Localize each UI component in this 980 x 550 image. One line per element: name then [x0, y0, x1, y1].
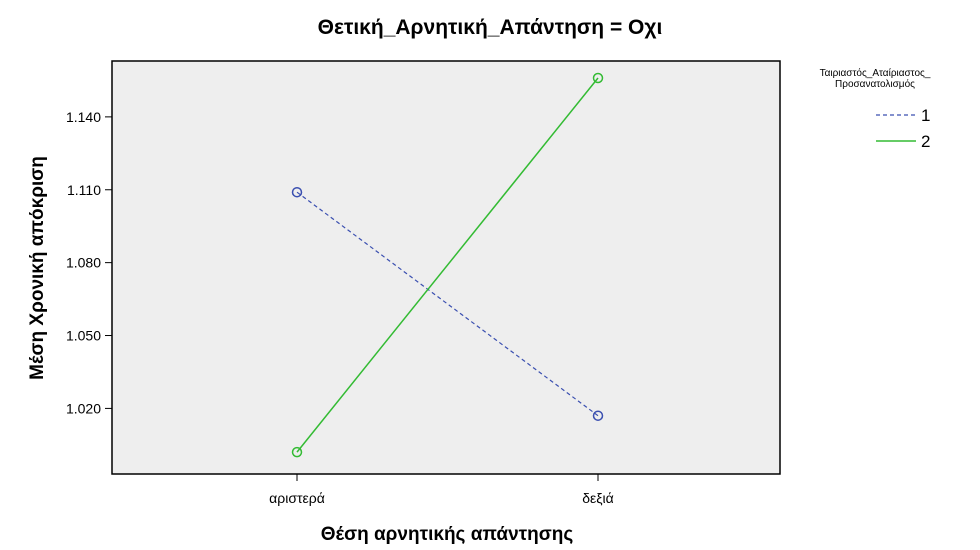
x-tick-label: δεξιά: [582, 490, 614, 506]
legend-title: Ταιριαστός_Αταίριαστος_: [820, 67, 931, 79]
legend-label-1: 1: [921, 106, 930, 125]
y-tick-label: 1.080: [66, 255, 101, 271]
series-layer: [291, 72, 604, 458]
legend-label-2: 2: [921, 132, 930, 151]
data-point-series-2: [291, 446, 303, 458]
data-point-series-2: [592, 72, 604, 84]
x-axis-label: Θέση αρνητικής απάντησης: [321, 524, 574, 545]
data-point-series-1: [291, 186, 303, 198]
y-tick-label: 1.110: [67, 182, 101, 198]
y-tick-label: 1.140: [66, 109, 101, 125]
chart-title: Θετική_Αρνητική_Απάντηση = Οχι: [318, 16, 663, 39]
y-axis: 1.020 1.050 1.080 1.110 1.140: [66, 109, 112, 416]
legend-title: Προσανατολισμός: [835, 78, 915, 90]
y-tick-label: 1.020: [66, 400, 101, 416]
x-tick-label: αριστερά: [269, 490, 325, 506]
legend: Ταιριαστός_Αταίριαστος_Προσανατολισμός 1 2: [820, 67, 931, 151]
y-tick-label: 1.050: [66, 328, 101, 344]
series-line-2: [296, 77, 599, 453]
data-point-series-1: [592, 410, 604, 421]
y-axis-label: Μέση Χρονική απόκριση: [27, 156, 48, 380]
x-axis: αριστερά δεξιά: [269, 474, 614, 506]
